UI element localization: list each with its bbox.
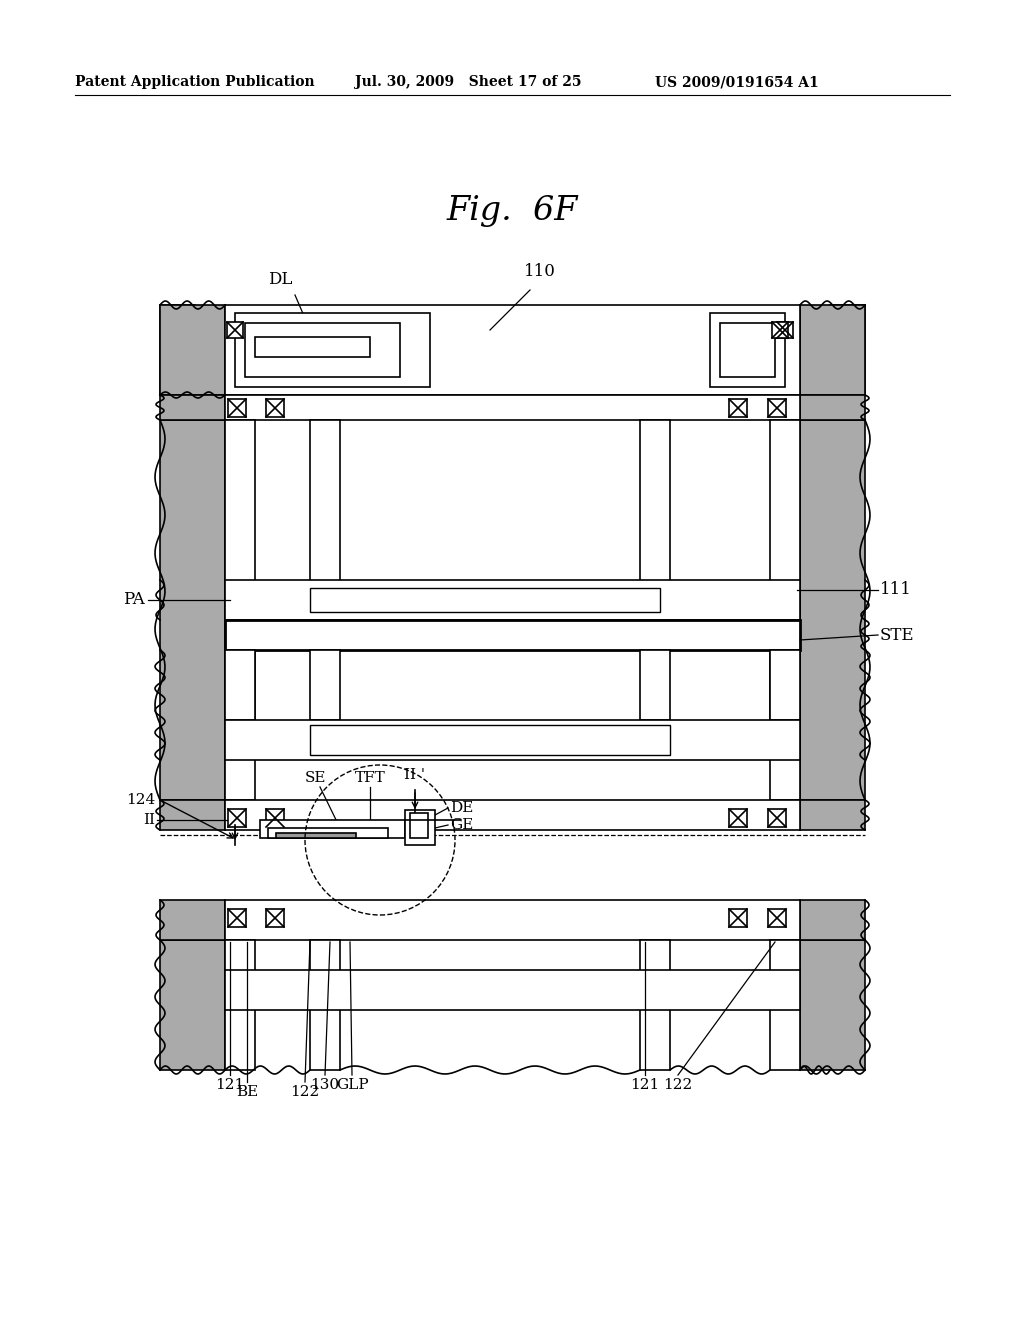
Bar bbox=[640, 420, 670, 620]
Bar bbox=[729, 399, 746, 417]
Bar bbox=[800, 800, 865, 830]
Bar bbox=[310, 940, 340, 1071]
Bar bbox=[640, 649, 670, 719]
Bar bbox=[768, 399, 786, 417]
Text: PA: PA bbox=[123, 591, 145, 609]
Bar bbox=[729, 909, 746, 927]
Bar bbox=[228, 399, 246, 417]
Text: 121: 121 bbox=[631, 1078, 659, 1092]
Bar bbox=[406, 810, 435, 845]
Bar bbox=[225, 719, 800, 760]
Bar bbox=[710, 313, 785, 387]
Text: GE: GE bbox=[450, 818, 473, 832]
Text: SE: SE bbox=[304, 771, 326, 785]
Bar bbox=[160, 900, 225, 940]
Bar bbox=[800, 420, 865, 800]
Bar bbox=[800, 940, 865, 1071]
Bar bbox=[234, 313, 430, 387]
Bar bbox=[768, 909, 786, 927]
Bar bbox=[268, 828, 388, 838]
Bar bbox=[160, 395, 225, 420]
Bar bbox=[640, 940, 670, 1071]
Bar bbox=[225, 395, 800, 420]
Bar bbox=[260, 820, 406, 838]
Text: BE: BE bbox=[236, 1085, 258, 1100]
Bar bbox=[225, 970, 800, 1010]
Text: 122: 122 bbox=[291, 1085, 319, 1100]
Bar bbox=[160, 800, 225, 830]
Text: Patent Application Publication: Patent Application Publication bbox=[75, 75, 314, 88]
Bar bbox=[768, 809, 786, 828]
Text: 110: 110 bbox=[524, 263, 556, 280]
Bar bbox=[227, 322, 243, 338]
Bar bbox=[255, 337, 370, 356]
Text: DE: DE bbox=[450, 801, 473, 814]
Bar bbox=[225, 940, 255, 1071]
Bar bbox=[729, 809, 746, 828]
Bar bbox=[310, 420, 340, 620]
Bar bbox=[228, 809, 246, 828]
Text: DL: DL bbox=[268, 271, 292, 288]
Text: 130: 130 bbox=[310, 1078, 340, 1092]
Bar bbox=[160, 940, 225, 1071]
Text: II ': II ' bbox=[404, 768, 426, 781]
Bar bbox=[770, 940, 800, 1071]
Text: TFT: TFT bbox=[354, 771, 385, 785]
Text: Fig.  6F: Fig. 6F bbox=[446, 195, 578, 227]
Bar bbox=[266, 399, 284, 417]
Bar bbox=[276, 833, 356, 838]
Text: US 2009/0191654 A1: US 2009/0191654 A1 bbox=[655, 75, 819, 88]
Text: STE: STE bbox=[880, 627, 914, 644]
Bar bbox=[245, 323, 400, 378]
Text: 124: 124 bbox=[126, 793, 155, 807]
Bar bbox=[225, 649, 255, 719]
Bar bbox=[160, 420, 225, 800]
Text: II: II bbox=[143, 813, 155, 828]
Bar bbox=[160, 305, 865, 395]
Bar bbox=[772, 322, 788, 338]
Bar bbox=[310, 725, 670, 755]
Bar bbox=[830, 305, 865, 395]
Bar bbox=[225, 579, 800, 620]
Bar bbox=[266, 909, 284, 927]
Bar bbox=[225, 305, 800, 395]
Bar bbox=[800, 395, 865, 420]
Text: 121: 121 bbox=[215, 1078, 245, 1092]
Bar bbox=[410, 813, 428, 838]
Bar bbox=[777, 322, 793, 338]
Bar bbox=[770, 649, 800, 719]
Bar bbox=[225, 420, 255, 800]
Bar bbox=[225, 900, 800, 940]
Bar bbox=[225, 620, 800, 649]
Bar bbox=[225, 800, 800, 830]
Bar bbox=[228, 909, 246, 927]
Bar bbox=[160, 305, 225, 395]
Bar bbox=[800, 305, 865, 395]
Text: Jul. 30, 2009   Sheet 17 of 25: Jul. 30, 2009 Sheet 17 of 25 bbox=[355, 75, 582, 88]
Bar bbox=[720, 323, 775, 378]
Text: 122: 122 bbox=[664, 1078, 692, 1092]
Text: GLP: GLP bbox=[336, 1078, 369, 1092]
Bar bbox=[160, 305, 195, 395]
Bar bbox=[800, 900, 865, 940]
Bar bbox=[266, 809, 284, 828]
Bar bbox=[770, 420, 800, 800]
Text: 111: 111 bbox=[880, 582, 912, 598]
Bar bbox=[310, 649, 340, 719]
Bar bbox=[310, 587, 660, 612]
